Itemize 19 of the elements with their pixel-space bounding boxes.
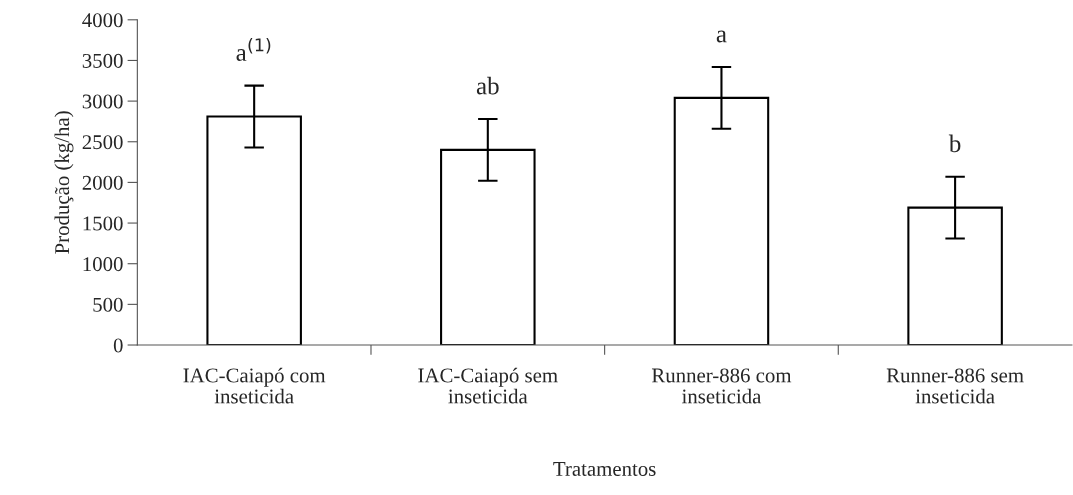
x-axis-title: Tratamentos: [553, 462, 656, 476]
x-tick-label: IAC-Caiapó sem inseticida: [418, 367, 558, 404]
x-tick-label: Runner-886 sem inseticida: [886, 368, 1024, 404]
y-tick-label: 3000: [82, 94, 123, 109]
annotation: ab: [476, 76, 499, 95]
y-tick-label: 4000: [82, 13, 123, 28]
y-tick-label: 1000: [83, 257, 123, 272]
y-tick-label: 1500: [83, 216, 123, 231]
x-tick-label: Runner-886 com inseticida: [651, 368, 792, 404]
y-tick-label: 500: [93, 297, 123, 312]
y-tick-label: 3500: [82, 53, 123, 68]
y-tick-label: 2000: [82, 175, 123, 190]
x-tick-label: IAC-Caiapó com inseticida: [183, 367, 326, 404]
y-tick-label: 2500: [82, 135, 123, 150]
annotation: b: [948, 134, 961, 153]
annotation: a$^{(1)}$: [236, 37, 271, 61]
y-axis-title: Produção (kg/ha): [54, 111, 74, 254]
annotation: a: [716, 30, 727, 43]
y-tick-label: 0: [113, 338, 123, 353]
